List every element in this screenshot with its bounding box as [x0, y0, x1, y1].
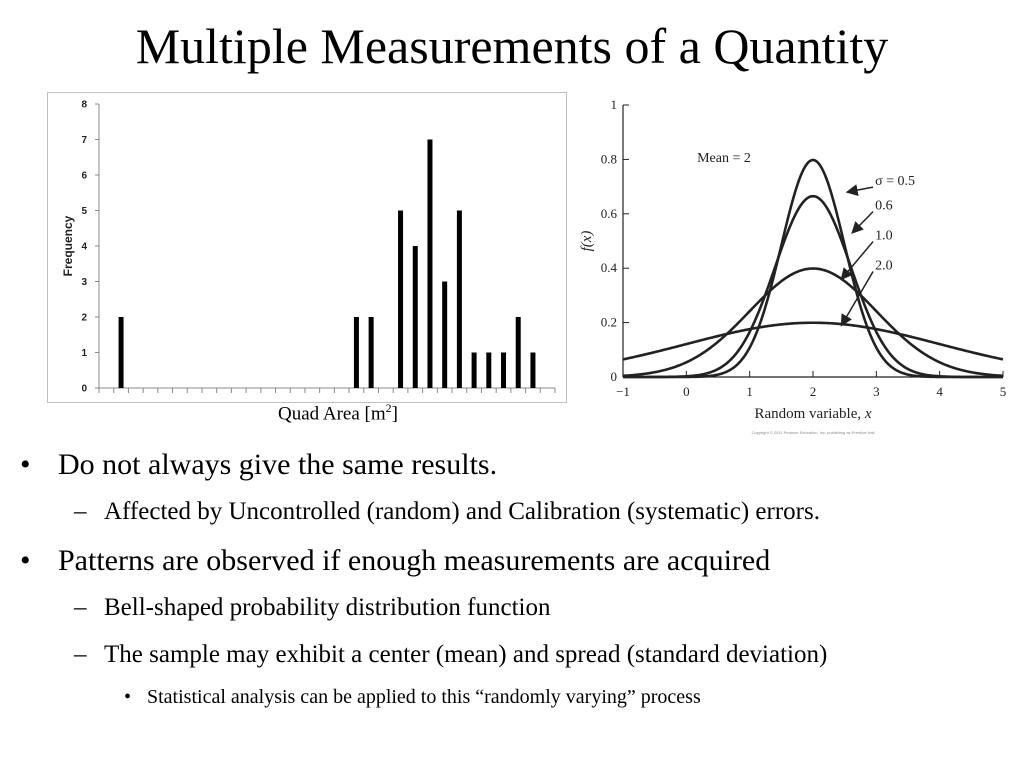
y-tick-label: 3: [81, 277, 87, 288]
y-tick-label: 0.4: [601, 260, 618, 275]
histogram-bar: [368, 317, 374, 388]
mean-annotation: Mean = 2: [697, 151, 751, 166]
legend-arrow: [845, 184, 874, 196]
dash-marker: –: [74, 594, 87, 621]
bullet-text: The sample may exhibit a center (mean) a…: [104, 641, 828, 668]
y-tick-label: 1: [81, 348, 87, 359]
legend-label: 0.6: [875, 199, 893, 214]
bullet-text: Do not always give the same results.: [58, 448, 498, 481]
bullet-text: Statistical analysis can be applied to t…: [147, 686, 701, 708]
legend-label: 1.0: [875, 229, 893, 244]
y-tick-label: 4: [81, 242, 87, 253]
caption-text: Quad Area [m: [278, 403, 386, 425]
y-tick-label: 5: [81, 206, 87, 217]
caption-close: ]: [391, 403, 398, 425]
y-tick-label: 8: [81, 100, 87, 111]
x-tick-label: 4: [936, 384, 943, 399]
histogram-bar: [118, 317, 124, 388]
x-tick-label: 0: [683, 384, 690, 399]
chart-frame: [47, 92, 567, 403]
x-tick-label: 3: [873, 384, 880, 399]
slide-title: Multiple Measurements of a Quantity: [135, 18, 889, 74]
histogram-bar: [412, 246, 418, 388]
histogram-bar: [471, 352, 477, 388]
y-tick-label: 0: [81, 384, 87, 395]
histogram-bar: [456, 210, 462, 388]
copyright-text: Copyright © 2011 Pearson Education, Inc.…: [752, 430, 875, 435]
caption-superscript: 2: [385, 401, 392, 415]
histogram-bar: [501, 352, 507, 388]
distribution-curve: [623, 194, 1003, 379]
bullet-marker: •: [124, 686, 132, 708]
y-tick-label: 0.8: [601, 151, 617, 166]
bullet-marker: •: [20, 544, 31, 577]
histogram-bar: [442, 281, 448, 388]
histogram-bar: [353, 317, 359, 388]
y-axis-label: f(x): [579, 231, 595, 252]
x-tick-label: −1: [616, 384, 630, 399]
histogram-bar: [398, 210, 404, 388]
legend-arrow: [851, 211, 874, 234]
histogram-bar: [427, 139, 433, 388]
y-tick-label: 0.2: [601, 315, 617, 330]
distribution-curve: [622, 267, 1004, 378]
dash-marker: –: [74, 498, 87, 525]
x-tick-label: 1: [746, 384, 753, 399]
bullet-marker: •: [20, 448, 31, 481]
x-tick-label: 5: [1000, 384, 1007, 399]
histogram-caption: Quad Area [m2]: [200, 396, 476, 426]
legend-label: σ = 0.5: [875, 174, 915, 189]
bullet-text: Patterns are observed if enough measurem…: [58, 544, 771, 577]
histogram-chart: 0 1 2 3 4 5 6 7 8 Frequency: [47, 92, 567, 403]
y-axis-label: Frequency: [61, 215, 75, 276]
y-tick-label: 0.6: [601, 206, 618, 221]
distribution-curve: [622, 321, 1004, 361]
legend-arrow: [840, 271, 874, 327]
dash-marker: –: [74, 641, 87, 668]
legend-label: 2.0: [875, 258, 893, 273]
y-tick-label: 0: [611, 369, 618, 384]
histogram-bar: [530, 352, 536, 388]
x-tick-label: 2: [810, 384, 817, 399]
x-axis-label: Random variable, x: [754, 406, 871, 422]
y-tick-label: 7: [81, 135, 87, 146]
histogram-bar: [515, 317, 521, 388]
bullet-text: Affected by Uncontrolled (random) and Ca…: [104, 498, 820, 525]
normal-distribution-chart: 00.20.40.60.81−1 0 1 2 3 4 5σ = 0.50.61.02.0Me…: [579, 97, 1007, 435]
bullet-text: Bell-shaped probability distribution fun…: [104, 594, 551, 621]
legend-arrow: [840, 241, 874, 281]
y-tick-label: 6: [81, 171, 87, 182]
y-tick-label: 2: [81, 313, 87, 324]
histogram-bar: [486, 352, 492, 388]
y-tick-label: 1: [611, 97, 618, 112]
